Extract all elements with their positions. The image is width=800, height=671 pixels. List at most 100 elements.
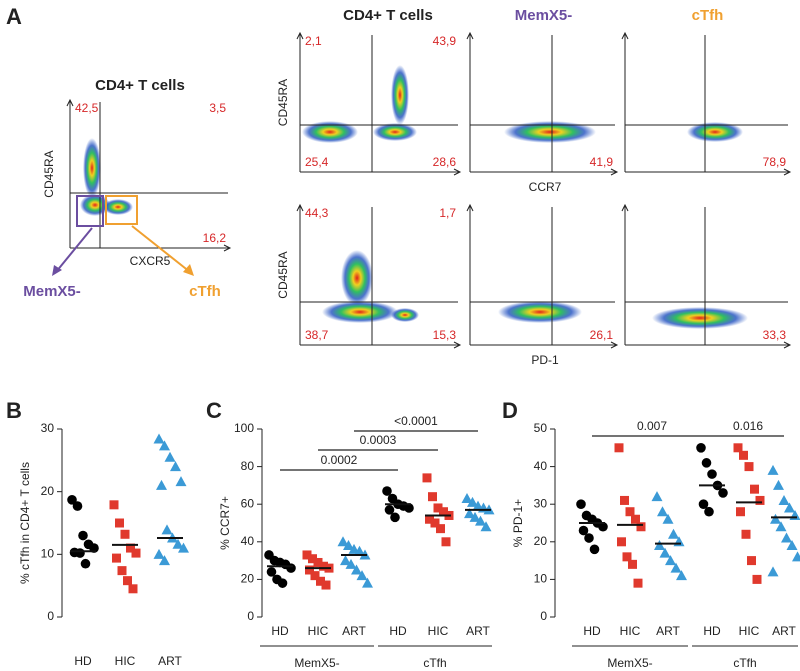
dot bbox=[156, 479, 167, 490]
gate bbox=[76, 195, 104, 227]
dot bbox=[319, 561, 328, 571]
y-tick-label: 40 bbox=[534, 459, 548, 473]
dot bbox=[767, 464, 779, 475]
quadrant-value: 38,7 bbox=[305, 328, 329, 342]
dot bbox=[676, 570, 687, 581]
dot bbox=[439, 507, 448, 517]
dot bbox=[773, 479, 784, 490]
arrow bbox=[223, 244, 232, 252]
density bbox=[498, 301, 582, 323]
dot bbox=[752, 574, 762, 584]
quadrant-value: 25,4 bbox=[305, 155, 329, 169]
dot bbox=[584, 533, 594, 543]
dot bbox=[786, 540, 798, 551]
dot bbox=[670, 562, 682, 573]
dot bbox=[747, 556, 756, 566]
dot bbox=[172, 538, 184, 549]
quadrant-value: 41,9 bbox=[590, 155, 614, 169]
dot bbox=[112, 553, 121, 563]
dot bbox=[72, 501, 83, 511]
dot bbox=[657, 506, 668, 517]
category-label: HIC bbox=[428, 624, 449, 638]
dot bbox=[755, 495, 765, 505]
density bbox=[83, 138, 101, 198]
quadrant-value: 26,1 bbox=[590, 328, 614, 342]
arrow bbox=[466, 203, 474, 212]
dot bbox=[668, 528, 679, 539]
dot bbox=[266, 567, 277, 577]
dot bbox=[775, 521, 787, 532]
density bbox=[687, 122, 743, 142]
dot bbox=[313, 557, 323, 567]
category-label: ART bbox=[656, 624, 680, 638]
density bbox=[391, 308, 419, 322]
y-axis-label: CD45RA bbox=[276, 79, 290, 126]
arrowhead bbox=[183, 264, 194, 276]
dot bbox=[161, 524, 173, 535]
dot bbox=[770, 513, 781, 524]
panel-letter: B bbox=[6, 398, 22, 423]
quadrant-value: 3,5 bbox=[209, 101, 226, 115]
x-axis-label: PD-1 bbox=[531, 353, 559, 367]
dot bbox=[131, 548, 141, 558]
column-title: cTfh bbox=[692, 7, 724, 24]
column-title: CD4+ T cells bbox=[343, 7, 433, 24]
y-axis-label: % cTfh in CD4+ T cells bbox=[18, 462, 32, 584]
dot bbox=[778, 494, 790, 505]
gate-label: MemX5- bbox=[23, 283, 81, 300]
dot bbox=[123, 576, 132, 586]
y-tick-label: 30 bbox=[41, 421, 55, 435]
y-tick-label: 60 bbox=[241, 496, 255, 510]
dot bbox=[428, 492, 437, 502]
p-value: 0.0003 bbox=[360, 433, 397, 447]
quadrant-value: 42,5 bbox=[75, 101, 99, 115]
p-value: 0.007 bbox=[637, 419, 667, 433]
p-value: <0.0001 bbox=[394, 414, 438, 428]
arrow bbox=[610, 168, 619, 176]
dot bbox=[578, 525, 589, 536]
dot bbox=[741, 529, 751, 539]
dot bbox=[308, 554, 317, 564]
gate-arrow bbox=[55, 227, 93, 273]
arrow bbox=[783, 168, 792, 176]
category-label: ART bbox=[158, 654, 182, 668]
panel-letter: A bbox=[6, 4, 22, 29]
dot bbox=[707, 469, 717, 479]
dot bbox=[614, 443, 624, 453]
dot bbox=[286, 563, 296, 573]
category-label: ART bbox=[772, 624, 796, 638]
dot bbox=[698, 499, 709, 510]
dot bbox=[598, 521, 608, 532]
dot bbox=[659, 547, 671, 558]
arrow bbox=[296, 203, 304, 212]
y-tick-label: 50 bbox=[534, 421, 548, 435]
density bbox=[322, 301, 398, 323]
y-tick-label: 100 bbox=[234, 421, 254, 435]
dot bbox=[153, 548, 165, 559]
dot bbox=[750, 484, 759, 494]
dot bbox=[784, 502, 795, 513]
arrow bbox=[610, 341, 619, 349]
dot bbox=[744, 462, 754, 472]
category-label: HD bbox=[271, 624, 289, 638]
dot bbox=[662, 513, 674, 524]
arrow bbox=[621, 203, 629, 212]
dot bbox=[651, 491, 663, 502]
group-label: cTfh bbox=[423, 656, 446, 670]
dot bbox=[356, 570, 368, 581]
density bbox=[652, 307, 748, 329]
gate bbox=[105, 195, 138, 225]
y-axis-label: % PD-1+ bbox=[511, 499, 525, 547]
dot bbox=[120, 529, 130, 539]
category-label: HIC bbox=[308, 624, 329, 638]
dot bbox=[382, 486, 392, 496]
gate-label: cTfh bbox=[189, 283, 221, 300]
group-label: cTfh bbox=[733, 656, 756, 670]
dot bbox=[316, 576, 325, 586]
dot bbox=[633, 578, 643, 588]
y-tick-label: 10 bbox=[41, 547, 55, 561]
dot bbox=[384, 505, 395, 515]
p-value: 0.0002 bbox=[321, 453, 358, 467]
dot bbox=[340, 555, 351, 566]
